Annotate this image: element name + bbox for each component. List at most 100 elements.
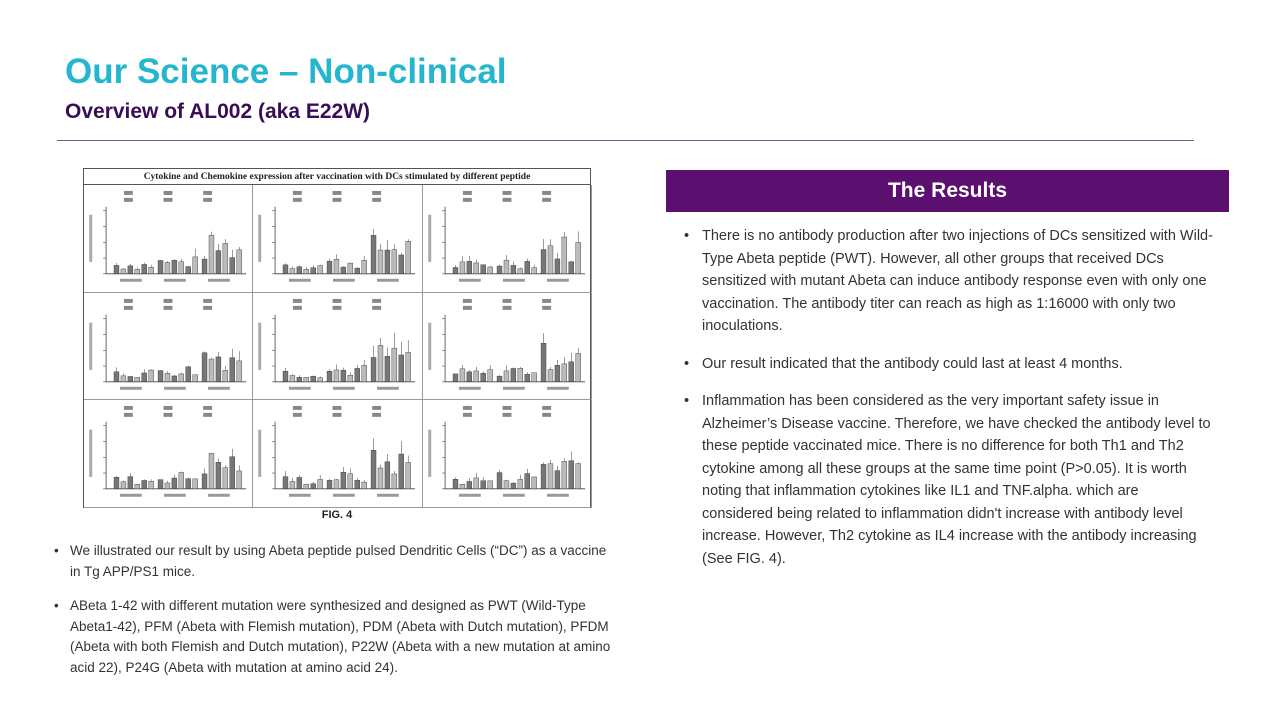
figure-bar [480,480,486,490]
figure-bar [371,450,377,490]
header-divider [57,140,1194,141]
legend-swatch [163,298,173,303]
legend-swatch [332,190,342,195]
figure-bar [568,261,574,275]
legend-swatch [293,197,303,202]
panel-axis [444,206,585,275]
figure-bar [178,472,184,490]
figure-bar [157,479,164,490]
legend-swatch [332,413,342,418]
figure-bar [297,266,303,275]
x-tick-label-mark [119,386,142,390]
figure-bar [157,370,164,382]
x-tick-label-mark [333,494,356,498]
figure-bar [236,360,242,382]
figure-panel [253,185,423,293]
figure-bar [171,260,178,275]
figure-bar [561,236,567,275]
figure-bar [361,482,368,490]
figure-bar [517,268,523,275]
figure-bar [398,454,405,490]
legend-swatch [502,197,512,202]
figure-bar [201,473,208,490]
figure-bar [503,370,509,382]
figure-bar [473,370,479,382]
x-tick-label-mark [377,494,400,498]
figure-panel [253,292,423,401]
legend-swatch [163,190,173,195]
legend-swatch [502,190,512,195]
y-axis-label-mark [258,322,262,370]
figure-bar [341,266,347,275]
figure-bar [510,265,516,275]
figure-bar [496,472,502,490]
figure-bar [575,463,581,490]
figure-bar [303,376,310,382]
figure-panel [422,185,592,293]
panel-axis [275,206,416,275]
figure-bar [134,376,140,382]
figure-bar [540,342,546,382]
legend-swatch [123,298,133,303]
legend-swatch [541,305,551,310]
figure-bar [113,477,120,490]
figure-bar [568,460,574,490]
figure-bar [554,470,560,490]
legend-swatch [332,197,342,202]
legend-swatch [372,190,382,195]
figure-bar [192,478,198,490]
figure-bar [120,268,127,275]
x-tick-label-mark [333,386,356,390]
y-axis-label-mark [89,430,93,478]
figure-bar [222,369,229,382]
figure-bar [310,483,317,490]
x-tick-label-mark [208,494,230,498]
x-tick-label-mark [546,386,569,390]
figure-bar [334,369,340,382]
legend-swatch [123,413,133,418]
figure-bar [466,371,472,382]
figure-bar [201,352,208,382]
figure-bar [391,347,398,382]
legend-swatch [163,197,173,202]
figure-bar [127,265,134,275]
figure-bar [341,472,347,490]
results-header: The Results [666,170,1229,212]
figure-bar [347,374,354,382]
figure-bar [354,480,361,490]
legend-swatch [372,413,382,418]
figure-bar [540,464,546,490]
figure-bar [310,267,317,275]
left-bullet-list: We illustrated our result by using Abeta… [52,541,612,692]
figure-panel [422,400,592,508]
figure-bar [473,262,479,275]
legend-swatch [203,413,213,418]
x-tick-label-mark [377,278,400,282]
figure-bar [171,478,178,490]
figure-bar [229,257,235,275]
figure-bar [201,258,208,275]
results-bullet-item: There is no antibody production after tw… [683,225,1213,338]
y-axis-label-mark [89,322,93,370]
figure-bar [568,361,574,382]
figure-bar [385,249,391,275]
figure-bar [347,473,354,490]
x-tick-label-mark [458,494,481,498]
legend-swatch [462,305,472,310]
legend-swatch [203,190,213,195]
results-bullet-item: Inflammation has been considered as the … [683,390,1213,570]
x-tick-label-mark [119,494,142,498]
left-bullet-item: ABeta 1-42 with different mutation were … [52,596,612,678]
figure-bar [120,375,127,382]
figure-bar [164,483,171,490]
y-axis-label-mark [258,214,262,262]
legend-swatch [462,413,472,418]
figure-bar [192,374,198,382]
figure-bar [510,367,516,382]
figure-bar [297,376,303,382]
figure-bar [547,368,553,382]
figure-bar [283,370,289,382]
figure-bar [524,473,530,490]
figure-bar [524,373,530,382]
figure-bar [215,356,222,382]
